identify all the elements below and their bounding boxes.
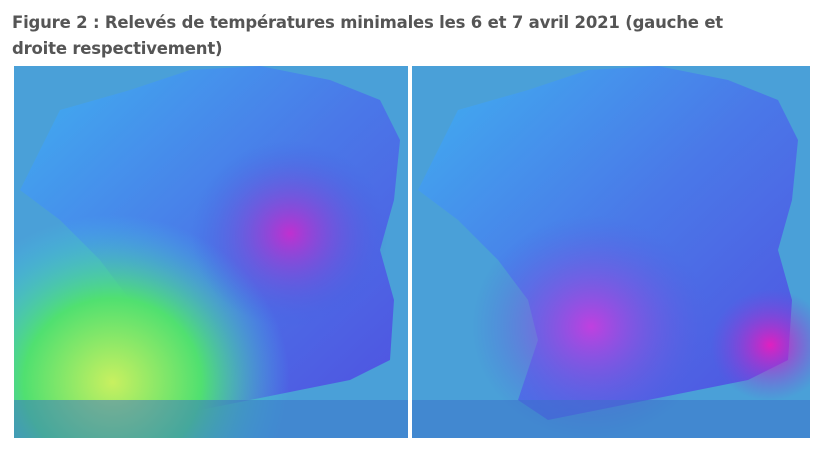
- map-right: [412, 66, 810, 438]
- map-left: [14, 66, 408, 438]
- figure-title: Figure 2 : Relevés de températures minim…: [12, 13, 723, 58]
